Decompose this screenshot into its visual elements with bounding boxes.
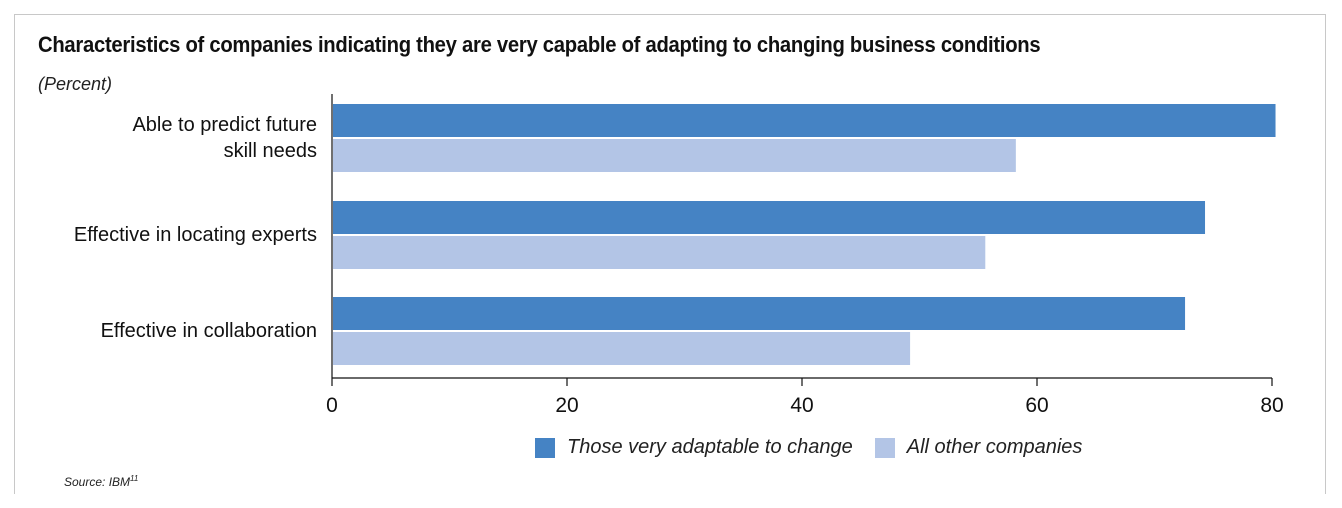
bar-series-1-category-3 — [333, 297, 1186, 330]
legend-swatch-series-2 — [874, 437, 895, 458]
x-tick-label-20: 20 — [555, 394, 578, 417]
bar-series-2-category-3 — [333, 332, 911, 365]
bar-series-1-category-1 — [333, 104, 1276, 137]
legend-item-series-2: All other companies — [874, 436, 1083, 459]
category-label-3-line-1: Effective in collaboration — [100, 320, 317, 342]
legend: Those very adaptable to change All other… — [535, 436, 1104, 459]
chart-title: Characteristics of companies indicating … — [38, 32, 1041, 57]
bar-series-2-category-1 — [333, 139, 1016, 172]
legend-label-series-1: Those very adaptable to change — [567, 436, 853, 458]
x-tick-label-0: 0 — [326, 394, 338, 417]
legend-label-series-2: All other companies — [906, 436, 1083, 458]
chart-frame — [14, 14, 1326, 494]
legend-item-series-1: Those very adaptable to change — [535, 436, 853, 459]
category-label-1-line-1: Able to predict future — [132, 114, 317, 136]
bar-series-2-category-2 — [333, 236, 986, 269]
category-label-3: Effective in collaboration — [101, 318, 317, 344]
x-tick-label-60: 60 — [1025, 394, 1048, 417]
bar-series-1-category-2 — [333, 201, 1206, 234]
source-text: Source: IBM — [64, 475, 131, 489]
legend-swatch-series-1 — [535, 437, 555, 458]
chart-subtitle: (Percent) — [38, 74, 113, 94]
category-label-1-line-2: skill needs — [223, 140, 317, 162]
source-note: Source: IBM11 — [64, 474, 138, 489]
category-label-1: Able to predict future skill needs — [132, 112, 317, 164]
x-tick-label-40: 40 — [790, 394, 813, 417]
category-label-2-line-1: Effective in locating experts — [73, 224, 317, 246]
category-label-2: Effective in locating experts — [74, 222, 317, 248]
x-tick-label-80: 80 — [1260, 394, 1283, 417]
source-footnote-number: 11 — [130, 474, 139, 483]
